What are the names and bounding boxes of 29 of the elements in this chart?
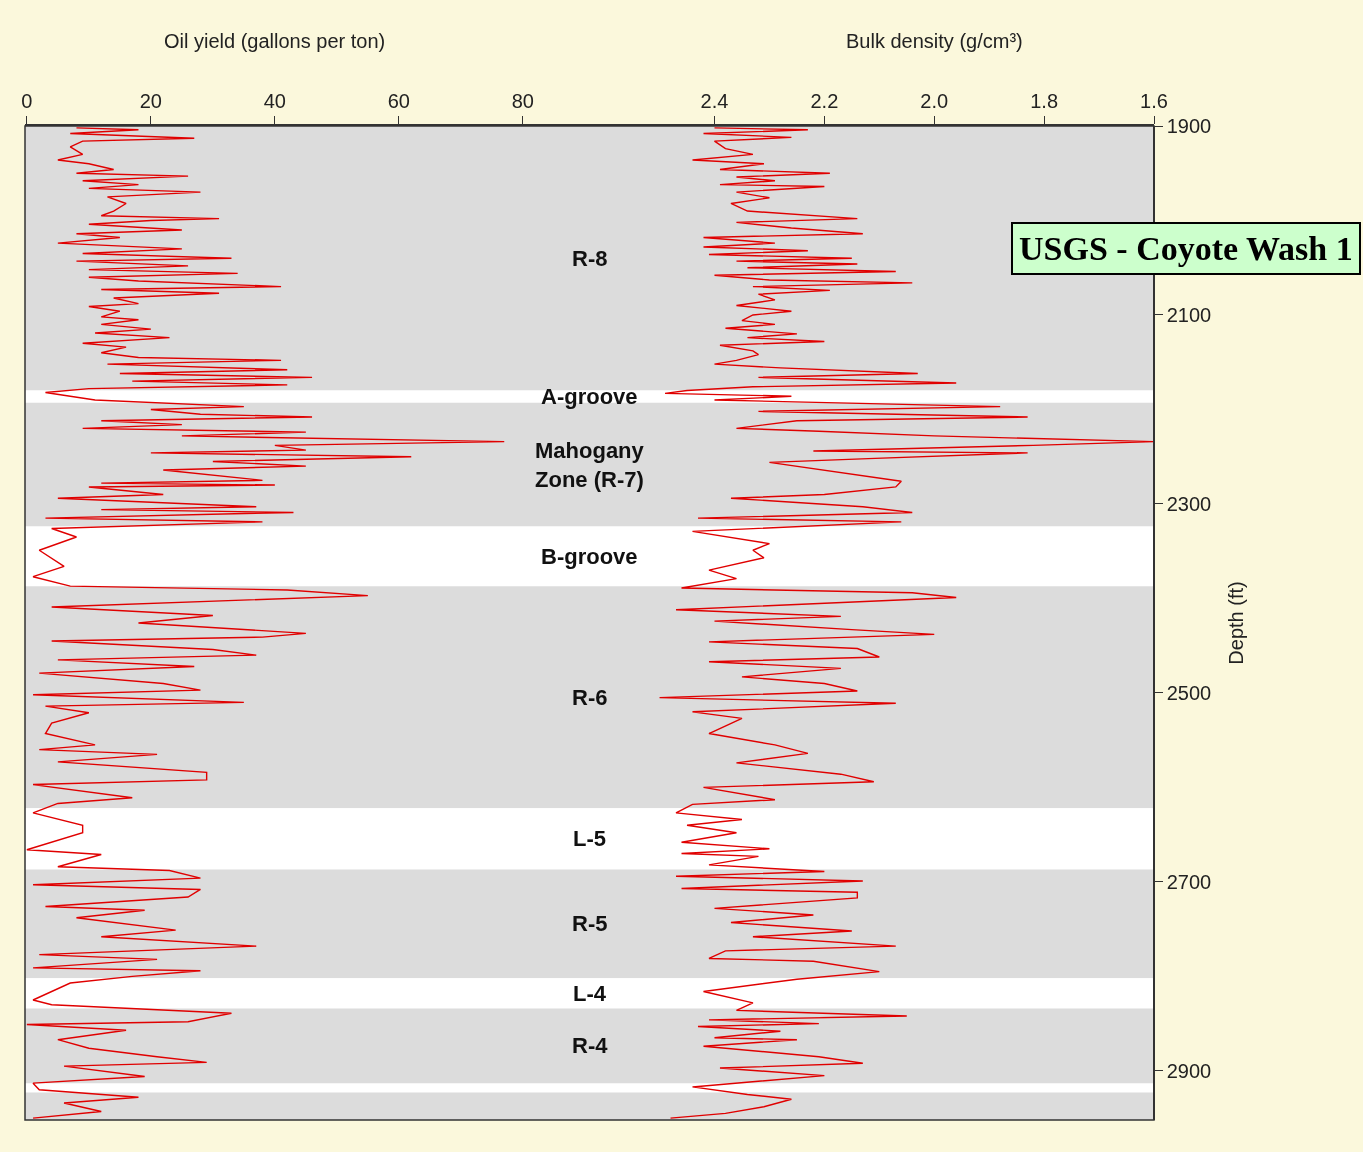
x2-tick-label: 1.8 [1030, 90, 1059, 113]
x2-axis-title: Bulk density (g/cm³) [846, 30, 1023, 52]
band-label: L-5 [573, 826, 606, 851]
x-axis-title: Oil yield (gallons per ton) [164, 30, 386, 52]
band-label: R-5 [572, 911, 608, 936]
x2-tick-label: 2.2 [810, 90, 839, 113]
x2-tick-label: 2.0 [920, 90, 949, 113]
x-tick-label: 0 [21, 90, 33, 113]
x2-tick-label: 1.6 [1140, 90, 1168, 113]
y-tick-label: 1900 [1166, 115, 1212, 137]
text: USGS - Coyote Wash 1 [1019, 230, 1353, 267]
x-tick-label: 20 [139, 90, 162, 113]
band-label: R-6 [572, 685, 608, 710]
band-label: R-4 [572, 1033, 609, 1058]
x-tick-label: 80 [511, 90, 534, 113]
x-tick-label: 40 [263, 90, 286, 113]
y-axis-title: Depth (ft) [1225, 581, 1248, 665]
band-label: R-8 [572, 246, 608, 271]
x2-tick-label: 2.4 [700, 90, 729, 113]
band-label: Mahogany Zone (R-7) [535, 438, 645, 492]
y-tick-label: 2500 [1166, 681, 1212, 704]
band-label: L-4 [573, 981, 607, 1006]
band-label: B-groove [541, 544, 638, 569]
x-tick-label: 60 [387, 90, 410, 113]
y-tick-label: 2300 [1166, 492, 1212, 515]
y-tick-label: 2100 [1166, 303, 1212, 326]
y-tick-label: 2900 [1166, 1059, 1212, 1082]
y-tick-label: 2700 [1166, 870, 1212, 893]
band-label: A-groove [541, 384, 638, 409]
